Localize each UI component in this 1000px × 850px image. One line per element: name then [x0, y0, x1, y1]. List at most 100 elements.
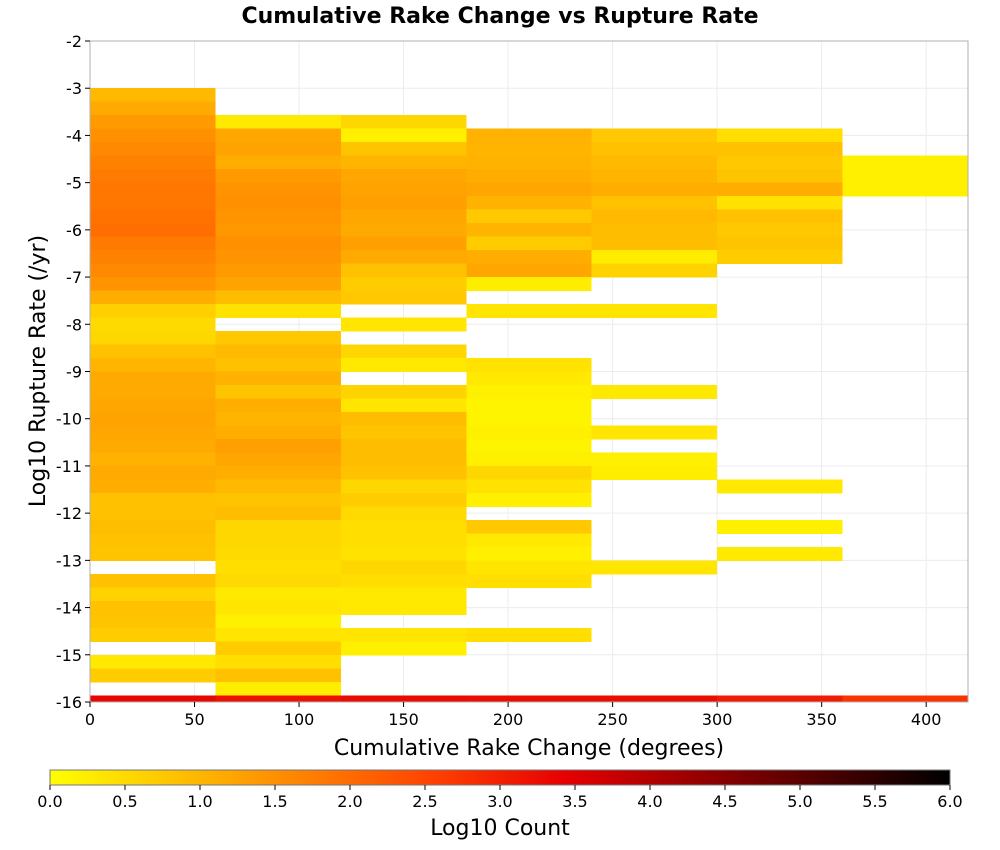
heatmap-cell: [340, 411, 467, 426]
heatmap-cell: [90, 492, 216, 507]
y-axis-label: Log10 Rupture Rate (/yr): [26, 235, 51, 507]
heatmap-cell: [717, 196, 843, 211]
heatmap-cell: [591, 169, 718, 184]
heatmap-cell: [215, 385, 341, 399]
heatmap-cell: [340, 209, 467, 224]
heatmap-cell: [215, 465, 341, 480]
heatmap-cell: [340, 492, 467, 507]
heatmap-cell: [90, 250, 216, 265]
heatmap-cell: [466, 465, 592, 480]
heatmap-cell: [717, 128, 843, 143]
heatmap-cell: [215, 654, 341, 669]
heatmap-cell: [90, 128, 216, 143]
heatmap-cell: [215, 546, 341, 561]
colorbar-tick-label: 5.0: [787, 792, 812, 811]
heatmap-cell: [215, 344, 341, 359]
heatmap-cell: [466, 519, 592, 534]
y-tick-label: -14: [56, 599, 82, 618]
colorbar-ticks: 0.0 0.5 1.0 1.5 2.0 2.5 3.0 3.5 4.0 4.5 5.0 5.5 6.0: [37, 785, 963, 811]
y-tick-label: -7: [66, 268, 82, 287]
heatmap-cell: [717, 155, 843, 170]
heatmap-cell: [215, 533, 341, 548]
heatmap-cell: [215, 627, 341, 642]
y-tick-label: -12: [56, 504, 82, 523]
heatmap-cell: [466, 304, 592, 319]
heatmap-cell: [340, 236, 467, 251]
heatmap-cell: [340, 519, 467, 534]
heatmap-cell: [215, 425, 341, 440]
colorbar-tick-label: 3.5: [562, 792, 587, 811]
x-tick-label: 200: [493, 710, 524, 729]
heatmap-cell: [90, 479, 216, 494]
heatmap-cell: [215, 492, 341, 507]
heatmap-cell: [591, 263, 718, 278]
heatmap-cell: [466, 398, 592, 413]
heatmap-cells: [90, 88, 968, 703]
heatmap-cell: [340, 128, 467, 143]
colorbar-tick-label: 3.0: [487, 792, 512, 811]
heatmap-cell: [466, 371, 592, 386]
heatmap-cell: [90, 546, 216, 561]
heatmap-cell: [90, 223, 216, 238]
x-tick-label: 400: [911, 710, 942, 729]
heatmap-cell: [340, 546, 467, 561]
heatmap-cell: [215, 169, 341, 184]
x-tick-label: 250: [597, 710, 628, 729]
heatmap-cell: [842, 695, 968, 703]
heatmap-cell: [90, 600, 216, 615]
heatmap-cell: [340, 627, 467, 642]
y-tick-label: -8: [66, 315, 82, 334]
heatmap-cell: [340, 169, 467, 184]
heatmap-cell: [591, 128, 718, 143]
heatmap-cell: [90, 142, 216, 157]
heatmap-cell: [340, 533, 467, 548]
heatmap-cell: [215, 506, 341, 521]
heatmap-cell: [215, 250, 341, 265]
heatmap-cell: [90, 398, 216, 413]
heatmap-cell: [842, 155, 968, 197]
heatmap-cell: [90, 236, 216, 251]
colorbar-tick-label: 4.0: [637, 792, 662, 811]
heatmap-cell: [90, 519, 216, 534]
y-tick-label: -10: [56, 410, 82, 429]
colorbar-tick-label: 2.0: [337, 792, 362, 811]
heatmap-cell: [340, 182, 467, 197]
heatmap-cell: [340, 290, 467, 305]
heatmap-cell: [90, 695, 216, 703]
heatmap-cell: [340, 425, 467, 440]
heatmap-cell: [90, 196, 216, 211]
heatmap-cell: [466, 573, 592, 588]
heatmap-cell: [215, 128, 341, 143]
heatmap-cell: [591, 560, 718, 575]
heatmap-cell: [717, 546, 843, 561]
x-tick-label: 150: [388, 710, 419, 729]
heatmap-cell: [340, 479, 467, 494]
heatmap-cell: [215, 155, 341, 170]
heatmap-cell: [90, 506, 216, 521]
y-tick-label: -16: [56, 693, 82, 712]
chart-title: Cumulative Rake Change vs Rupture Rate: [241, 4, 758, 29]
colorbar-tick-label: 1.5: [262, 792, 287, 811]
heatmap-cell: [466, 128, 592, 143]
heatmap-cell: [340, 344, 467, 359]
heatmap-cell: [466, 479, 592, 494]
heatmap-cell: [591, 304, 718, 319]
heatmap-cell: [215, 263, 341, 278]
heatmap-cell: [466, 209, 592, 224]
heatmap-cell: [591, 236, 718, 251]
heatmap-cell: [340, 560, 467, 575]
heatmap-cell: [466, 250, 592, 265]
heatmap-cell: [591, 385, 718, 399]
heatmap-cell: [591, 155, 718, 170]
heatmap-cell: [90, 465, 216, 480]
heatmap-cell: [215, 600, 341, 615]
heatmap-cell: [717, 519, 843, 534]
heatmap-cell: [340, 250, 467, 265]
heatmap-cell: [90, 115, 216, 130]
heatmap-cell: [215, 304, 341, 319]
heatmap-cell: [466, 546, 592, 561]
heatmap-cell: [340, 155, 467, 170]
heatmap-cell: [591, 465, 718, 480]
y-tick-label: -6: [66, 221, 82, 240]
